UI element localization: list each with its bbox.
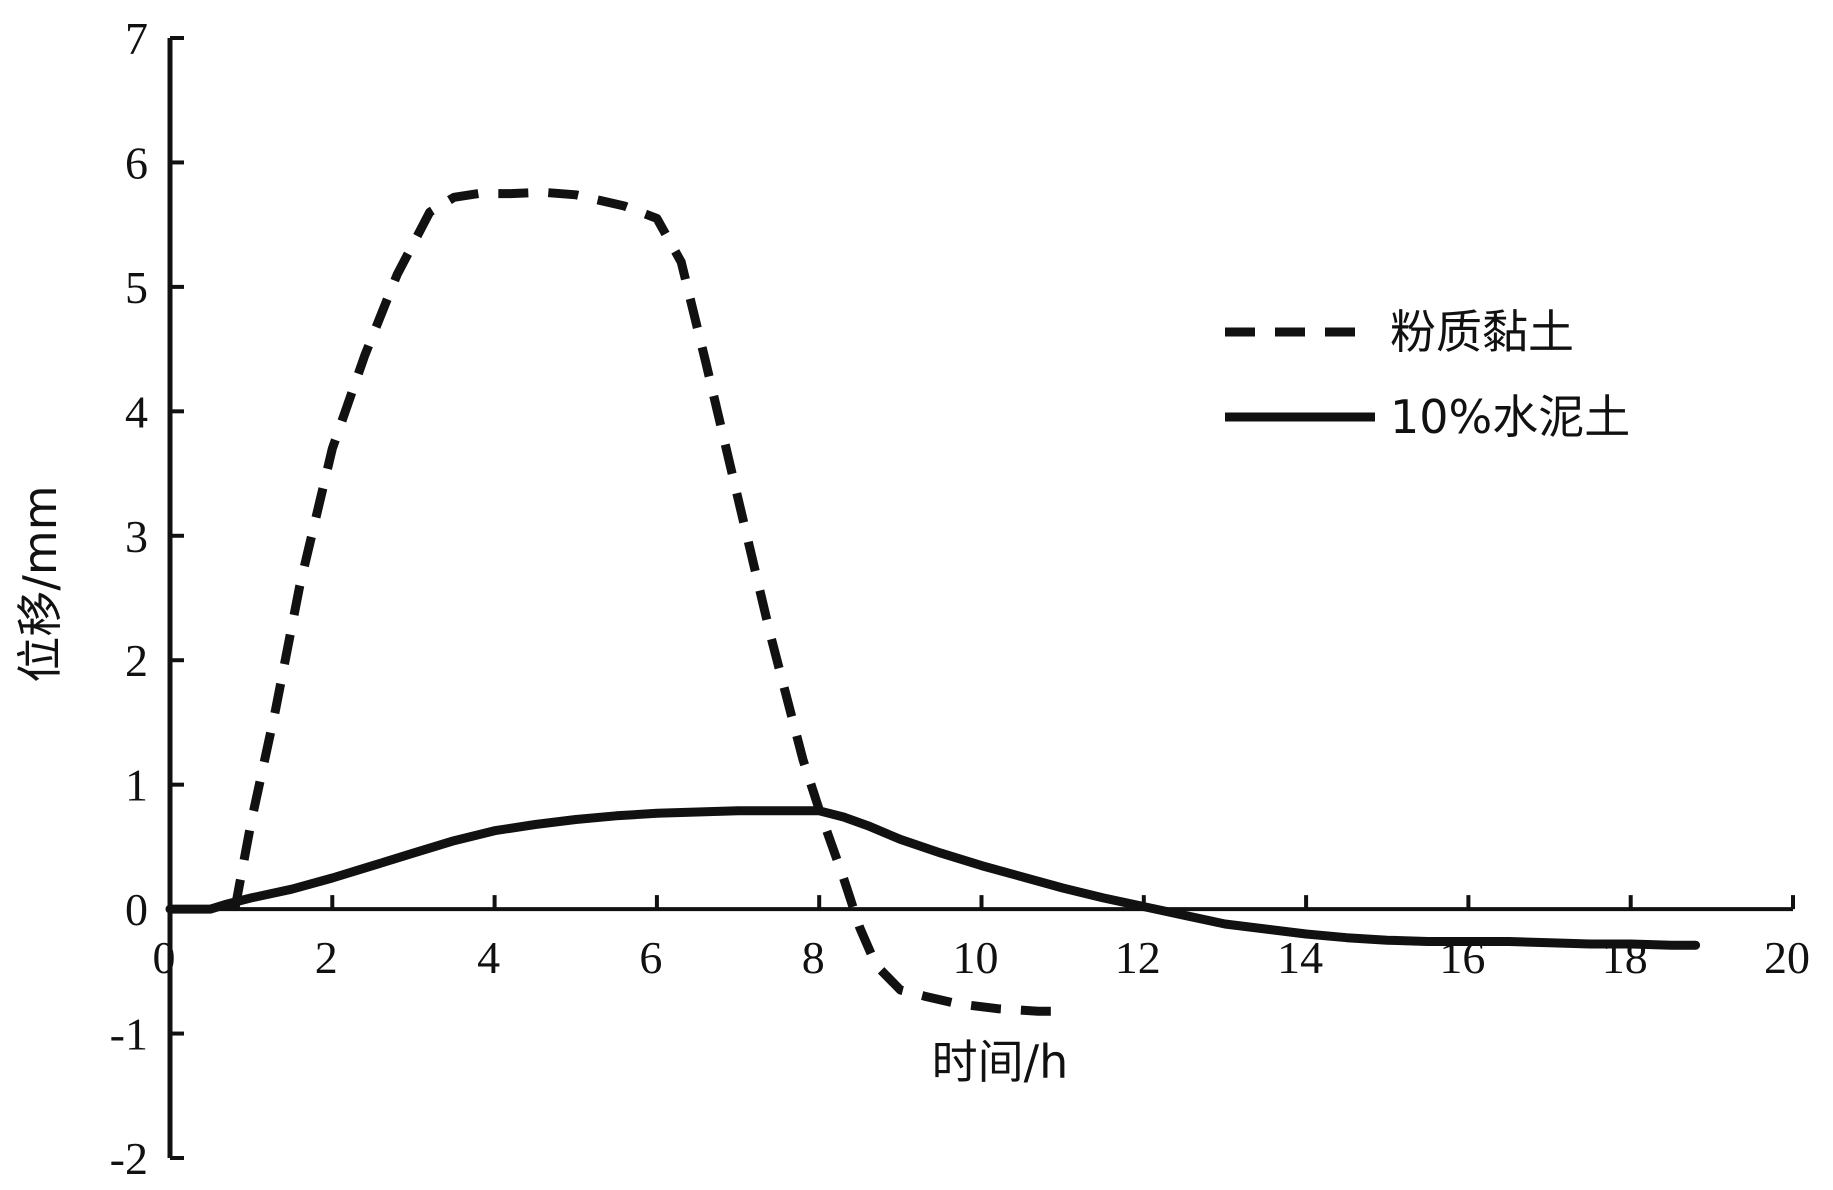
- y-tick-label: 4: [125, 386, 148, 437]
- legend-label-2: 10%水泥土: [1390, 390, 1630, 444]
- x-axis-label: 时间/h: [932, 1035, 1069, 1089]
- x-tick-label: 4: [477, 932, 500, 983]
- y-tick-label: 5: [125, 262, 148, 313]
- x-tick-label: 6: [639, 932, 662, 983]
- y-tick-label: -2: [110, 1133, 148, 1184]
- x-tick-label: 20: [1764, 932, 1810, 983]
- tick-marks: [168, 36, 1795, 1160]
- y-tick-label: 1: [125, 760, 148, 811]
- y-axis-label: 位移/mm: [13, 485, 67, 682]
- y-tick-label: -1: [110, 1009, 148, 1060]
- y-tick-label: 6: [125, 137, 148, 188]
- legend-label-1: 粉质黏土: [1390, 305, 1574, 359]
- x-tick-label: 10: [953, 932, 999, 983]
- x-tick-label: 14: [1277, 932, 1323, 983]
- y-tick-label: 2: [125, 635, 148, 686]
- series-line-2: [165, 806, 1701, 950]
- series-line-1: [230, 187, 1071, 1016]
- x-tick-label: 12: [1115, 932, 1161, 983]
- x-tick-label: 2: [315, 932, 338, 983]
- y-tick-label: 0: [125, 884, 148, 935]
- x-tick-label: 0: [153, 932, 176, 983]
- x-tick-label: 8: [802, 932, 825, 983]
- series-lines: [165, 187, 1701, 1016]
- axes: [167, 38, 1793, 1158]
- legend: 粉质黏土 10%水泥土: [1225, 305, 1630, 444]
- y-tick-label: 7: [125, 13, 148, 64]
- y-tick-label: 3: [125, 511, 148, 562]
